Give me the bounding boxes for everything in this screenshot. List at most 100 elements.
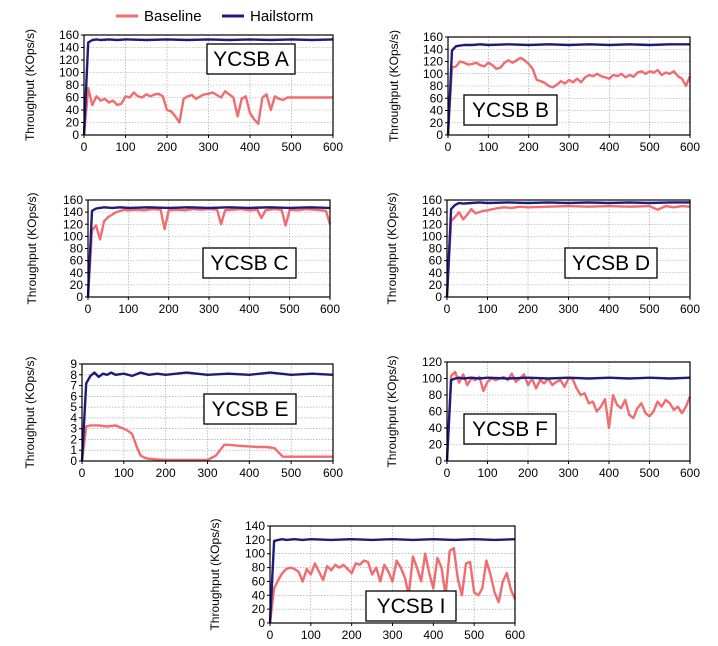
x-tick-label: 600 bbox=[505, 628, 525, 642]
x-tick-label: 400 bbox=[599, 466, 619, 480]
y-tick-label: 100 bbox=[423, 67, 443, 81]
y-tick-label: 40 bbox=[252, 588, 266, 602]
x-tick-label: 500 bbox=[281, 466, 301, 480]
y-tick-label: 140 bbox=[422, 205, 442, 219]
y-tick-label: 140 bbox=[59, 41, 79, 55]
y-tick-label: 160 bbox=[59, 28, 79, 42]
x-tick-label: 500 bbox=[281, 140, 301, 154]
chart-title: YCSB B bbox=[472, 99, 549, 122]
y-tick-label: 60 bbox=[430, 91, 444, 105]
y-tick-label: 140 bbox=[245, 519, 265, 533]
x-tick-label: 100 bbox=[301, 628, 321, 642]
y-tick-label: 6 bbox=[70, 389, 77, 403]
y-tick-label: 1 bbox=[70, 443, 77, 457]
x-tick-label: 600 bbox=[680, 302, 700, 316]
x-tick-label: 400 bbox=[239, 466, 259, 480]
x-tick-label: 300 bbox=[382, 628, 402, 642]
x-tick-label: 600 bbox=[680, 466, 700, 480]
y-tick-label: 120 bbox=[245, 533, 265, 547]
y-tick-label: 0 bbox=[435, 290, 442, 304]
x-tick-label: 500 bbox=[639, 302, 659, 316]
y-tick-label: 20 bbox=[66, 116, 80, 130]
series-hailstorm-line bbox=[446, 43, 690, 136]
y-axis-label: Throughput (KOps/s) bbox=[23, 29, 37, 141]
y-tick-label: 120 bbox=[63, 217, 83, 231]
chart-title-box bbox=[202, 247, 297, 279]
x-tick-label: 200 bbox=[519, 140, 539, 154]
x-tick-label: 0 bbox=[444, 466, 451, 480]
y-axis-label: Throughput (KOps/s) bbox=[387, 30, 401, 142]
chart-title-box bbox=[463, 413, 557, 445]
y-tick-label: 80 bbox=[70, 242, 84, 256]
y-tick-label: 0 bbox=[72, 128, 79, 142]
y-tick-label: 80 bbox=[66, 78, 80, 92]
chart-title-box bbox=[564, 247, 658, 279]
x-tick-label: 300 bbox=[558, 466, 578, 480]
y-tick-label: 40 bbox=[429, 421, 443, 435]
y-tick-label: 60 bbox=[429, 405, 443, 419]
y-tick-label: 80 bbox=[429, 388, 443, 402]
y-tick-label: 120 bbox=[423, 55, 443, 69]
x-tick-label: 100 bbox=[477, 466, 497, 480]
y-tick-label: 40 bbox=[429, 266, 443, 280]
y-tick-label: 20 bbox=[70, 278, 84, 292]
x-tick-label: 0 bbox=[81, 140, 88, 154]
y-tick-label: 0 bbox=[435, 454, 442, 468]
y-tick-label: 120 bbox=[59, 53, 79, 67]
x-tick-label: 200 bbox=[157, 140, 177, 154]
y-tick-label: 140 bbox=[63, 205, 83, 219]
y-tick-label: 140 bbox=[423, 42, 443, 56]
x-tick-label: 600 bbox=[680, 140, 700, 154]
chart-title: YCSB E bbox=[211, 398, 288, 421]
y-tick-label: 160 bbox=[423, 30, 443, 44]
legend-baseline-label: Baseline bbox=[144, 8, 202, 25]
series-baseline-line bbox=[446, 56, 692, 136]
y-tick-label: 8 bbox=[70, 368, 77, 382]
legend: Baseline Hailstorm bbox=[116, 8, 313, 25]
x-tick-label: 500 bbox=[464, 628, 484, 642]
y-tick-label: 100 bbox=[245, 547, 265, 561]
x-tick-label: 300 bbox=[199, 302, 219, 316]
y-axis-label: Throughput (KOps/s) bbox=[385, 192, 399, 304]
chart-title: YCSB A bbox=[213, 48, 289, 71]
x-tick-label: 400 bbox=[240, 140, 260, 154]
y-tick-label: 2 bbox=[70, 432, 77, 446]
y-tick-label: 120 bbox=[422, 217, 442, 231]
x-tick-label: 200 bbox=[518, 466, 538, 480]
x-tick-label: 300 bbox=[558, 302, 578, 316]
y-tick-label: 4 bbox=[70, 411, 77, 425]
y-tick-label: 100 bbox=[422, 229, 442, 243]
x-tick-label: 500 bbox=[639, 466, 659, 480]
x-tick-label: 200 bbox=[342, 628, 362, 642]
x-tick-label: 300 bbox=[197, 466, 217, 480]
x-tick-label: 0 bbox=[444, 302, 451, 316]
series-baseline-line bbox=[80, 424, 333, 462]
y-tick-label: 120 bbox=[422, 355, 442, 369]
x-tick-label: 0 bbox=[445, 140, 452, 154]
series-baseline-line bbox=[268, 547, 517, 624]
y-tick-label: 100 bbox=[422, 372, 442, 386]
x-tick-label: 500 bbox=[640, 140, 660, 154]
x-tick-label: 600 bbox=[323, 466, 343, 480]
x-tick-label: 600 bbox=[323, 140, 343, 154]
y-tick-label: 160 bbox=[63, 193, 83, 207]
y-tick-label: 100 bbox=[63, 229, 83, 243]
chart-title-box bbox=[206, 43, 296, 75]
y-tick-label: 20 bbox=[429, 278, 443, 292]
y-tick-label: 5 bbox=[70, 400, 77, 414]
y-tick-label: 20 bbox=[252, 602, 266, 616]
series-hailstorm-line bbox=[445, 201, 690, 298]
y-tick-label: 60 bbox=[66, 91, 80, 105]
y-axis-label: Throughput (KOps/s) bbox=[25, 192, 39, 304]
y-tick-label: 40 bbox=[66, 103, 80, 117]
y-tick-label: 0 bbox=[76, 290, 83, 304]
x-tick-label: 100 bbox=[478, 140, 498, 154]
